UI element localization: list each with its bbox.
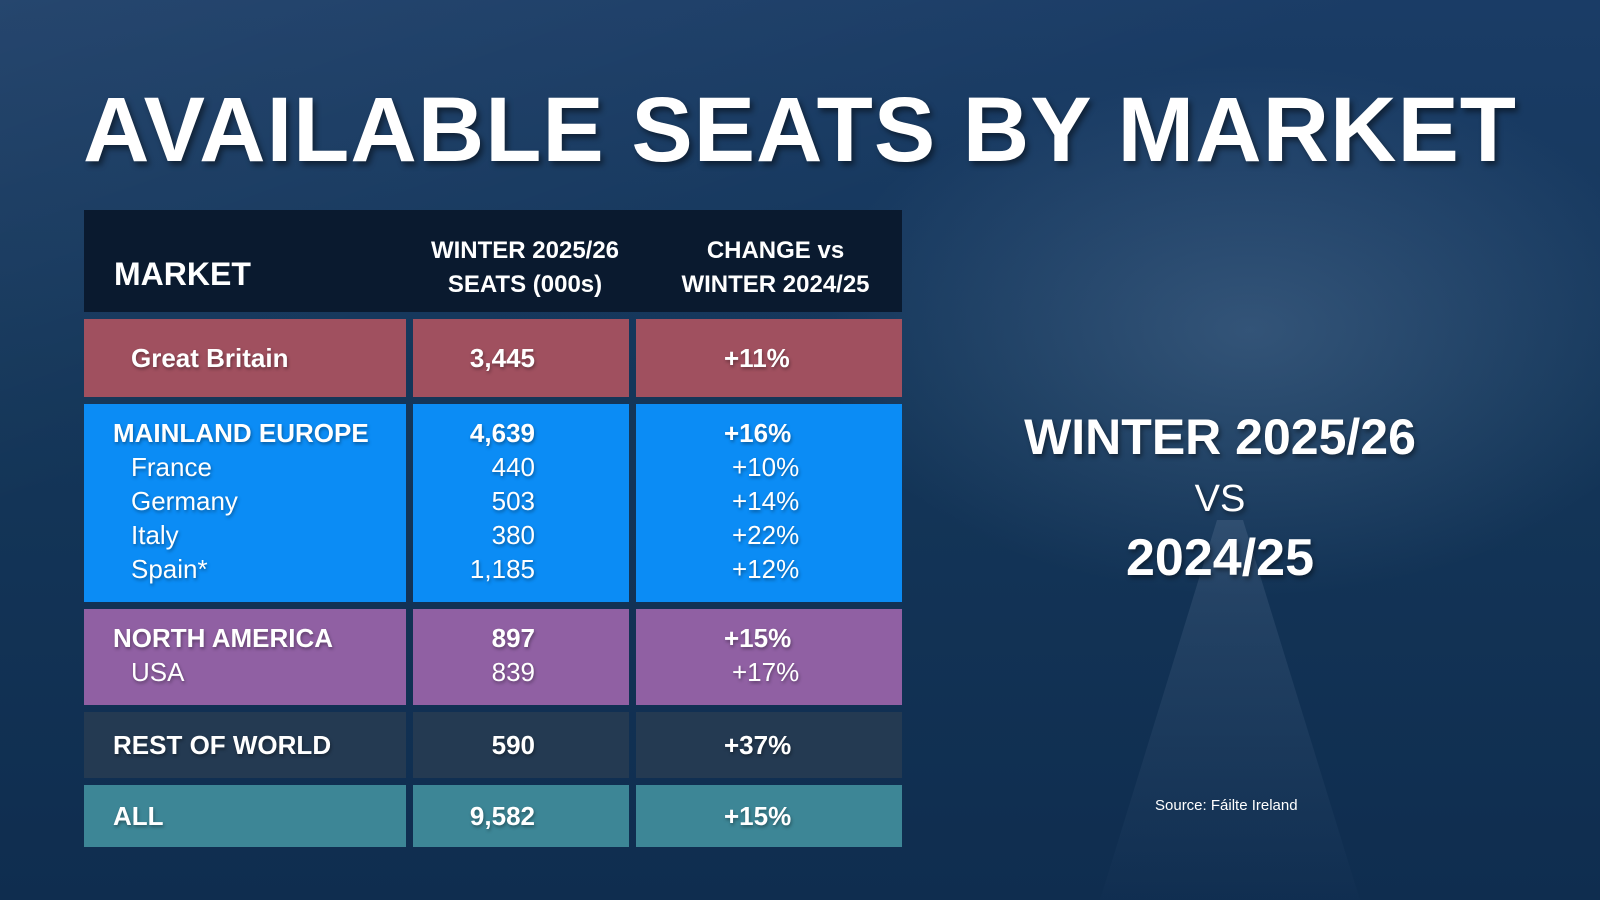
change-cell: +15% (636, 785, 902, 847)
sub-seats-value: 440 (491, 452, 535, 482)
market-label: MAINLAND EUROPE (113, 418, 369, 448)
market-label: REST OF WORLD (113, 730, 332, 760)
sub-seats-value: 1,185 (469, 554, 535, 584)
market-label: ALL (113, 801, 164, 831)
table-row-mainland-europe: MAINLAND EUROPE France Germany Italy Spain* 4… (84, 404, 902, 602)
sub-market-label: Germany (131, 486, 238, 516)
sub-market-label: USA (131, 657, 185, 687)
market-label: Great Britain (131, 343, 289, 373)
market-cell: Great Britain (84, 319, 406, 397)
source-note: Source: Fáilte Ireland (1155, 797, 1298, 814)
seats-cell: 3,445 (413, 319, 629, 397)
change-cell: +11% (636, 319, 902, 397)
market-cell: MAINLAND EUROPE France Germany Italy Spain* (84, 404, 406, 602)
table-row-all: ALL 9,582 +15% (84, 785, 902, 847)
seats-cell: 897 839 (413, 609, 629, 705)
market-label: NORTH AMERICA (113, 623, 334, 653)
market-cell: ALL (84, 785, 406, 847)
seats-value: 590 (491, 730, 535, 760)
change-value: +37% (724, 730, 792, 760)
sub-change-value: +17% (732, 657, 800, 687)
seats-value: 3,445 (469, 343, 535, 373)
market-cell: REST OF WORLD (84, 712, 406, 778)
header-market: MARKET (114, 256, 251, 292)
comparison-period-previous: 2024/25 (1126, 529, 1314, 587)
change-cell: +15% +17% (636, 609, 902, 705)
change-cell: +37% (636, 712, 902, 778)
seats-cell: 4,639 440 503 380 1,185 (413, 404, 629, 602)
header-change-line2: WINTER 2024/25 (681, 271, 870, 298)
change-value: +15% (724, 623, 792, 653)
change-value: +16% (724, 418, 792, 448)
table-row-great-britain: Great Britain 3,445 +11% (84, 319, 902, 397)
seats-value: 897 (491, 623, 535, 653)
seats-value: 4,639 (469, 418, 535, 448)
sub-market-label: Spain* (131, 554, 208, 584)
header-change-line1: CHANGE vs (706, 237, 845, 264)
header-seats-line2: SEATS (000s) (447, 271, 603, 298)
comparison-vs: VS (1194, 478, 1246, 520)
sub-seats-value: 503 (491, 486, 535, 516)
sub-change-value: +10% (732, 452, 800, 482)
table-header: MARKET WINTER 2025/26 SEATS (000s) CHANG… (84, 210, 902, 312)
sub-seats-value: 380 (491, 520, 535, 550)
sub-market-label: Italy (131, 520, 179, 550)
header-change: CHANGE vs WINTER 2024/25 (649, 234, 902, 302)
sub-change-value: +14% (732, 486, 800, 516)
sub-seats-value: 839 (491, 657, 535, 687)
seats-cell: 590 (413, 712, 629, 778)
table-body: Great Britain 3,445 +11% MAINLAND EUROPE Fra… (84, 319, 902, 847)
change-cell: +16% +10% +14% +22% +12% (636, 404, 902, 602)
seats-cell: 9,582 (413, 785, 629, 847)
seats-table: MARKET WINTER 2025/26 SEATS (000s) CHANG… (84, 210, 902, 847)
sub-change-value: +12% (732, 554, 800, 584)
table-row-north-america: NORTH AMERICA USA 897 839 +15% +17% (84, 609, 902, 705)
page-title: AVAILABLE SEATS BY MARKET (82, 79, 1518, 181)
seats-value: 9,582 (469, 801, 535, 831)
header-seats: WINTER 2025/26 SEATS (000s) (396, 234, 654, 302)
sub-change-value: +22% (732, 520, 800, 550)
sub-market-label: France (131, 452, 212, 482)
change-value: +11% (724, 343, 790, 373)
market-cell: NORTH AMERICA USA (84, 609, 406, 705)
comparison-period-current: WINTER 2025/26 (1024, 409, 1416, 465)
table-row-rest-of-world: REST OF WORLD 590 +37% (84, 712, 902, 778)
change-value: +15% (724, 801, 792, 831)
header-seats-line1: WINTER 2025/26 (430, 237, 620, 264)
